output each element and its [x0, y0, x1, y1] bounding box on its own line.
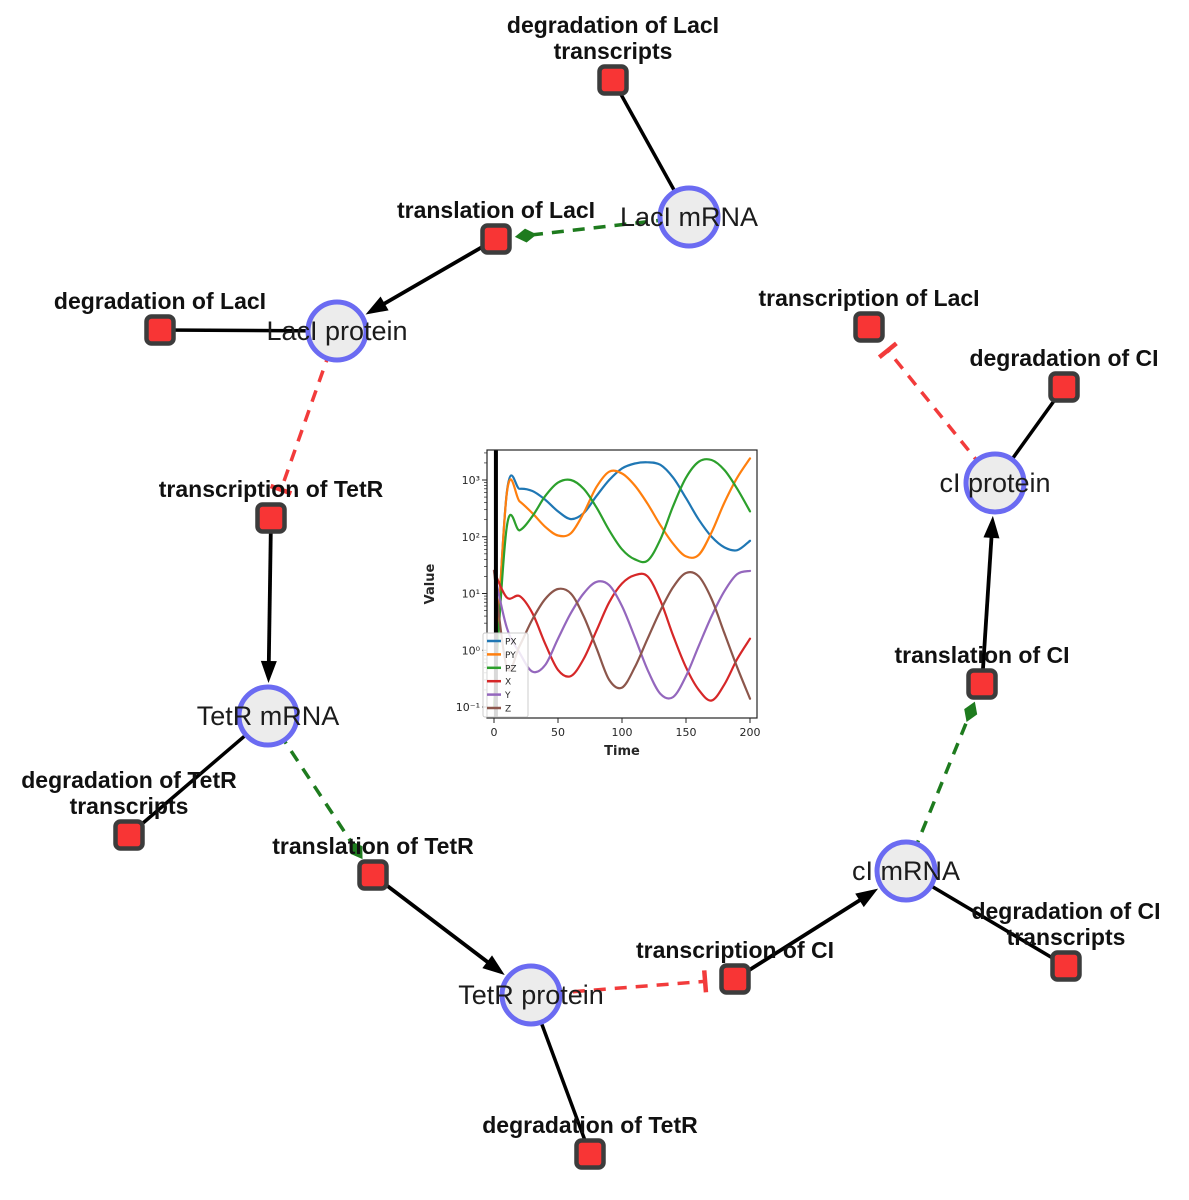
x-axis-title: Time — [604, 744, 640, 759]
species-node-laci-mrna[interactable] — [657, 185, 721, 249]
species-label-tetr-mrna: TetR mRNA — [197, 701, 340, 731]
reaction-node-txn-ci[interactable] — [719, 963, 751, 995]
reaction-label-deg-tetr-line1: degradation of TetR — [482, 1112, 698, 1138]
species-node-ci-mrna[interactable] — [874, 839, 938, 903]
edge-production-transl-ci-to-ci-protein — [980, 515, 1000, 685]
arrowhead-icon — [482, 955, 505, 976]
reaction-node-txn-laci[interactable] — [853, 311, 885, 343]
series-line-y — [492, 569, 752, 700]
species-node-tetr-mrna[interactable] — [236, 684, 300, 748]
species-label-laci-protein: LacI protein — [266, 316, 407, 346]
x-tick-label: 100 — [612, 726, 633, 739]
x-tick-label: 200 — [740, 726, 761, 739]
reaction-label-deg-tetr-tx-line1: degradation of TetR — [21, 767, 237, 793]
reaction-node-deg-laci[interactable] — [144, 314, 176, 346]
reaction-node-transl-ci[interactable] — [966, 668, 998, 700]
reaction-node-deg-ci[interactable] — [1048, 371, 1080, 403]
inhibition-tbar-icon — [701, 970, 709, 993]
reaction-label-deg-tetr-tx-line2: transcripts — [70, 793, 189, 819]
y-tick-label: 10⁻¹ — [456, 701, 480, 714]
reaction-label-deg-ci-tx-line2: transcripts — [1007, 924, 1126, 950]
reaction-label-transl-laci-line1: translation of LacI — [397, 197, 595, 223]
species-label-laci-mrna: LacI mRNA — [620, 202, 758, 232]
reaction-node-txn-tetr[interactable] — [255, 502, 287, 534]
legend-label-x: X — [505, 678, 511, 688]
legend-label-px: PX — [505, 638, 517, 648]
y-axis-title: Value — [423, 563, 438, 604]
series-line-z — [492, 569, 752, 700]
reaction-label-deg-ci-tx-line1: degradation of CI — [971, 898, 1160, 924]
species-node-ci-protein[interactable] — [963, 451, 1027, 515]
labels-layer: LacI mRNA LacI protein cI protein TetR mRNA… — [21, 12, 1160, 1138]
reaction-node-deg-tetr-tx[interactable] — [113, 819, 145, 851]
reaction-label-txn-laci-line1: transcription of LacI — [758, 285, 979, 311]
y-tick-label: 10³ — [462, 474, 480, 487]
reaction-label-txn-ci-line1: transcription of CI — [636, 937, 834, 963]
legend-label-y: Y — [504, 691, 511, 701]
reaction-label-deg-laci-tx-line2: transcripts — [554, 38, 673, 64]
species-label-ci-protein: cI protein — [939, 468, 1050, 498]
arrowhead-icon — [983, 515, 1000, 539]
series-line-pz — [492, 458, 752, 709]
x-tick-label: 150 — [676, 726, 697, 739]
reaction-label-deg-ci-line1: degradation of CI — [969, 345, 1158, 371]
reaction-node-transl-tetr[interactable] — [357, 859, 389, 891]
species-label-tetr-protein: TetR protein — [458, 980, 604, 1010]
reaction-node-deg-tetr[interactable] — [574, 1138, 606, 1170]
legend-label-pz: PZ — [505, 664, 517, 674]
edge-production-transl-tetr-to-tetr-protein — [371, 873, 505, 976]
legend-label-z: Z — [505, 705, 511, 715]
reaction-node-transl-laci[interactable] — [480, 223, 512, 255]
x-tick-label: 50 — [551, 726, 565, 739]
species-node-laci-protein[interactable] — [305, 299, 369, 363]
diamond-arrowhead-icon — [350, 840, 363, 860]
diamond-arrowhead-icon — [514, 228, 537, 243]
y-tick-label: 10⁰ — [462, 644, 481, 657]
edge-production-txn-ci-to-ci-mrna — [733, 888, 879, 981]
reaction-label-transl-ci-line1: translation of CI — [894, 642, 1069, 668]
arrowhead-icon — [365, 296, 389, 315]
reaction-node-deg-ci-tx[interactable] — [1050, 950, 1082, 982]
inhibition-tbar-icon — [877, 341, 898, 360]
chart-legend: PX PY PZ XYZ — [482, 632, 529, 718]
edge-production-transl-laci-to-laci-protein — [365, 237, 497, 315]
diamond-arrowhead-icon — [964, 701, 978, 722]
species-node-tetr-protein[interactable] — [499, 963, 563, 1027]
inhibition-tbar-icon — [269, 483, 293, 496]
species-label-ci-mrna: cI mRNA — [852, 856, 960, 886]
reaction-label-transl-tetr-line1: translation of TetR — [272, 833, 474, 859]
arrowhead-icon — [855, 888, 879, 908]
reaction-label-deg-laci-tx-line1: degradation of LacI — [507, 12, 719, 38]
reaction-label-txn-tetr-line1: transcription of TetR — [159, 476, 384, 502]
series-line-py — [492, 457, 752, 709]
y-tick-label: 10¹ — [462, 588, 480, 601]
x-tick-label: 0 — [491, 726, 498, 739]
nodes-layer — [113, 64, 1082, 1170]
reaction-node-deg-laci-tx[interactable] — [597, 64, 629, 96]
reaction-label-deg-laci-line1: degradation of LacI — [54, 288, 266, 314]
arrowhead-icon — [260, 660, 277, 684]
inset-timecourse-chart: 0 50 100 150 20010³10²10¹10⁰10⁻¹TimeValuePXP… — [420, 440, 776, 762]
y-tick-label: 10² — [462, 531, 480, 544]
edge-production-txn-tetr-to-tetr-mrna — [260, 517, 277, 684]
legend-label-py: PY — [505, 651, 516, 661]
series-line-x — [492, 569, 752, 702]
axes-frame — [486, 449, 758, 719]
